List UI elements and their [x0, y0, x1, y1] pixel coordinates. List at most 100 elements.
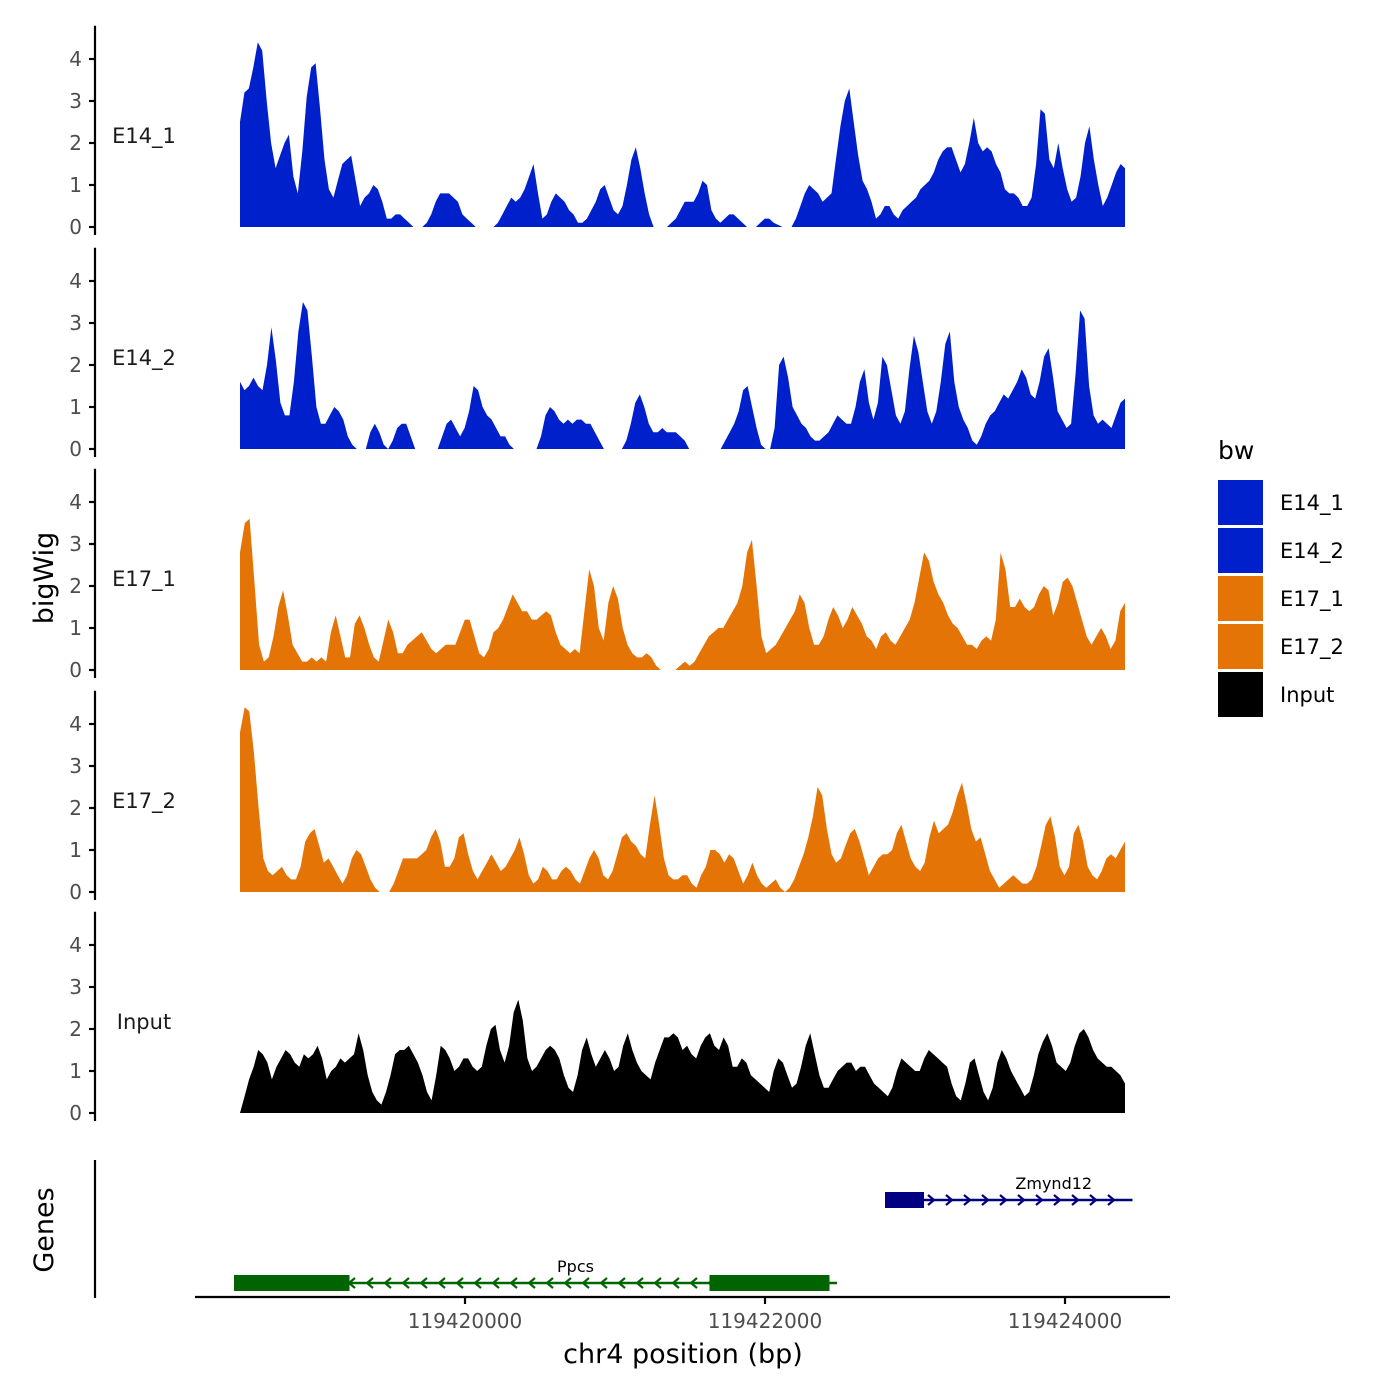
signal-area-input [240, 999, 1125, 1113]
y-tick-label: 2 [69, 796, 82, 820]
strand-arrow [455, 1277, 464, 1289]
y-tick-label: 0 [69, 215, 82, 239]
track-label-e17-1: E17_1 [112, 567, 176, 592]
y-tick-label: 3 [69, 754, 82, 778]
strand-arrow [1089, 1194, 1098, 1206]
y-tick-label: 3 [69, 532, 82, 556]
legend-label-input: Input [1280, 683, 1334, 707]
gene-models: Zmynd12 Ppcs [234, 1174, 1133, 1291]
track-e14-1: 0 1 2 3 4 E14_1 [69, 25, 1125, 239]
y-tick-label: 2 [69, 1017, 82, 1041]
y-tick-label: 1 [69, 1059, 82, 1083]
track-e14-2: 0 1 2 3 4 E14_2 [69, 247, 1125, 461]
y-tick-label: 1 [69, 616, 82, 640]
gene-ppcs: Ppcs [234, 1257, 837, 1291]
x-axis: 119420000 119422000 119424000 chr4 positio… [195, 1295, 1170, 1370]
gene-ppcs-exon [709, 1275, 830, 1291]
gene-zmynd12-exon [885, 1192, 900, 1208]
track-label-e14-2: E14_2 [112, 346, 176, 371]
strand-arrow [1053, 1194, 1062, 1206]
strand-arrow [527, 1277, 536, 1289]
gene-ppcs-exon [234, 1275, 350, 1291]
y-tick-label: 0 [69, 1101, 82, 1125]
track-e17-1: 0 1 2 3 4 E17_1 [69, 468, 1125, 682]
legend-swatch-e14-1 [1218, 480, 1263, 525]
legend-label-e17-2: E17_2 [1280, 635, 1344, 660]
y-tick-label: 0 [69, 437, 82, 461]
strand-arrow [617, 1277, 626, 1289]
strand-arrow [927, 1194, 936, 1206]
x-tick-label: 119420000 [408, 1309, 523, 1333]
y-tick-label: 0 [69, 658, 82, 682]
strand-arrow [1107, 1194, 1116, 1206]
y-tick-label: 2 [69, 574, 82, 598]
y-tick-label: 4 [69, 47, 82, 71]
y-axis-title: bigWig [29, 532, 60, 625]
legend-label-e17-1: E17_1 [1280, 587, 1344, 612]
track-label-e17-2: E17_2 [112, 789, 176, 814]
strand-arrow [1017, 1194, 1026, 1206]
genes-axis-title: Genes [29, 1187, 60, 1272]
strand-arrow [509, 1277, 518, 1289]
legend-items: E14_1 E14_2 E17_1 E17_2 Input [1218, 480, 1344, 717]
gene-zmynd12-exon [900, 1192, 924, 1208]
legend-swatch-e17-2 [1218, 624, 1263, 669]
strand-arrow [981, 1194, 990, 1206]
strand-arrow [635, 1277, 644, 1289]
y-tick-label: 1 [69, 395, 82, 419]
strand-arrow [491, 1277, 500, 1289]
strand-arrow [945, 1194, 954, 1206]
strand-arrow [999, 1194, 1008, 1206]
y-tick-label: 1 [69, 838, 82, 862]
legend-label-e14-2: E14_2 [1280, 539, 1344, 564]
y-tick-label: 3 [69, 975, 82, 999]
x-tick-label: 119424000 [1008, 1309, 1123, 1333]
strand-arrow [437, 1277, 446, 1289]
y-tick-label: 4 [69, 933, 82, 957]
strand-arrow [599, 1277, 608, 1289]
strand-arrow [671, 1277, 680, 1289]
y-tick-label: 3 [69, 89, 82, 113]
gene-zmynd12: Zmynd12 [885, 1174, 1133, 1208]
y-tick-label: 4 [69, 712, 82, 736]
strand-arrow [473, 1277, 482, 1289]
track-input: 0 1 2 3 4 Input [69, 911, 1125, 1125]
strand-arrow [581, 1277, 590, 1289]
strand-arrow [563, 1277, 572, 1289]
y-tick-label: 0 [69, 880, 82, 904]
track-label-e14-1: E14_1 [112, 124, 176, 149]
strand-arrow [365, 1277, 374, 1289]
strand-arrow [1035, 1194, 1044, 1206]
x-axis-title: chr4 position (bp) [563, 1339, 803, 1370]
strand-arrow [419, 1277, 428, 1289]
legend: bw E14_1 E14_2 E17_1 E17_2 Input [1218, 436, 1344, 717]
legend-swatch-e14-2 [1218, 528, 1263, 573]
track-label-input: Input [117, 1010, 171, 1034]
strand-arrow [653, 1277, 662, 1289]
strand-arrow [963, 1194, 972, 1206]
y-tick-label: 4 [69, 269, 82, 293]
legend-swatch-input [1218, 672, 1263, 717]
strand-arrow [401, 1277, 410, 1289]
track-e17-2: 0 1 2 3 4 E17_2 [69, 690, 1125, 904]
x-axis-ticks: 119420000 119422000 119424000 [408, 1297, 1123, 1333]
signal-area-e14-2 [240, 302, 1125, 449]
y-tick-label: 3 [69, 311, 82, 335]
x-tick-label: 119422000 [708, 1309, 823, 1333]
signal-area-e17-2 [240, 707, 1125, 892]
signal-area-e17-1 [240, 518, 1125, 670]
strand-arrow [383, 1277, 392, 1289]
strand-arrow [1071, 1194, 1080, 1206]
strand-arrow [689, 1277, 698, 1289]
y-tick-label: 1 [69, 173, 82, 197]
gene-label-ppcs: Ppcs [557, 1257, 594, 1276]
legend-swatch-e17-1 [1218, 576, 1263, 621]
y-tick-label: 4 [69, 490, 82, 514]
y-tick-label: 2 [69, 353, 82, 377]
signal-tracks: 0 1 2 3 4 E14_1 0 1 2 3 4 E14_2 0 1 2 3 4 E17_1 0 1 2 3 4 E17_2… [69, 25, 1125, 1125]
strand-arrow [545, 1277, 554, 1289]
y-tick-label: 2 [69, 131, 82, 155]
genes-panel: Genes Zmynd12 Ppcs [29, 1160, 1133, 1298]
signal-area-e14-1 [240, 42, 1125, 228]
